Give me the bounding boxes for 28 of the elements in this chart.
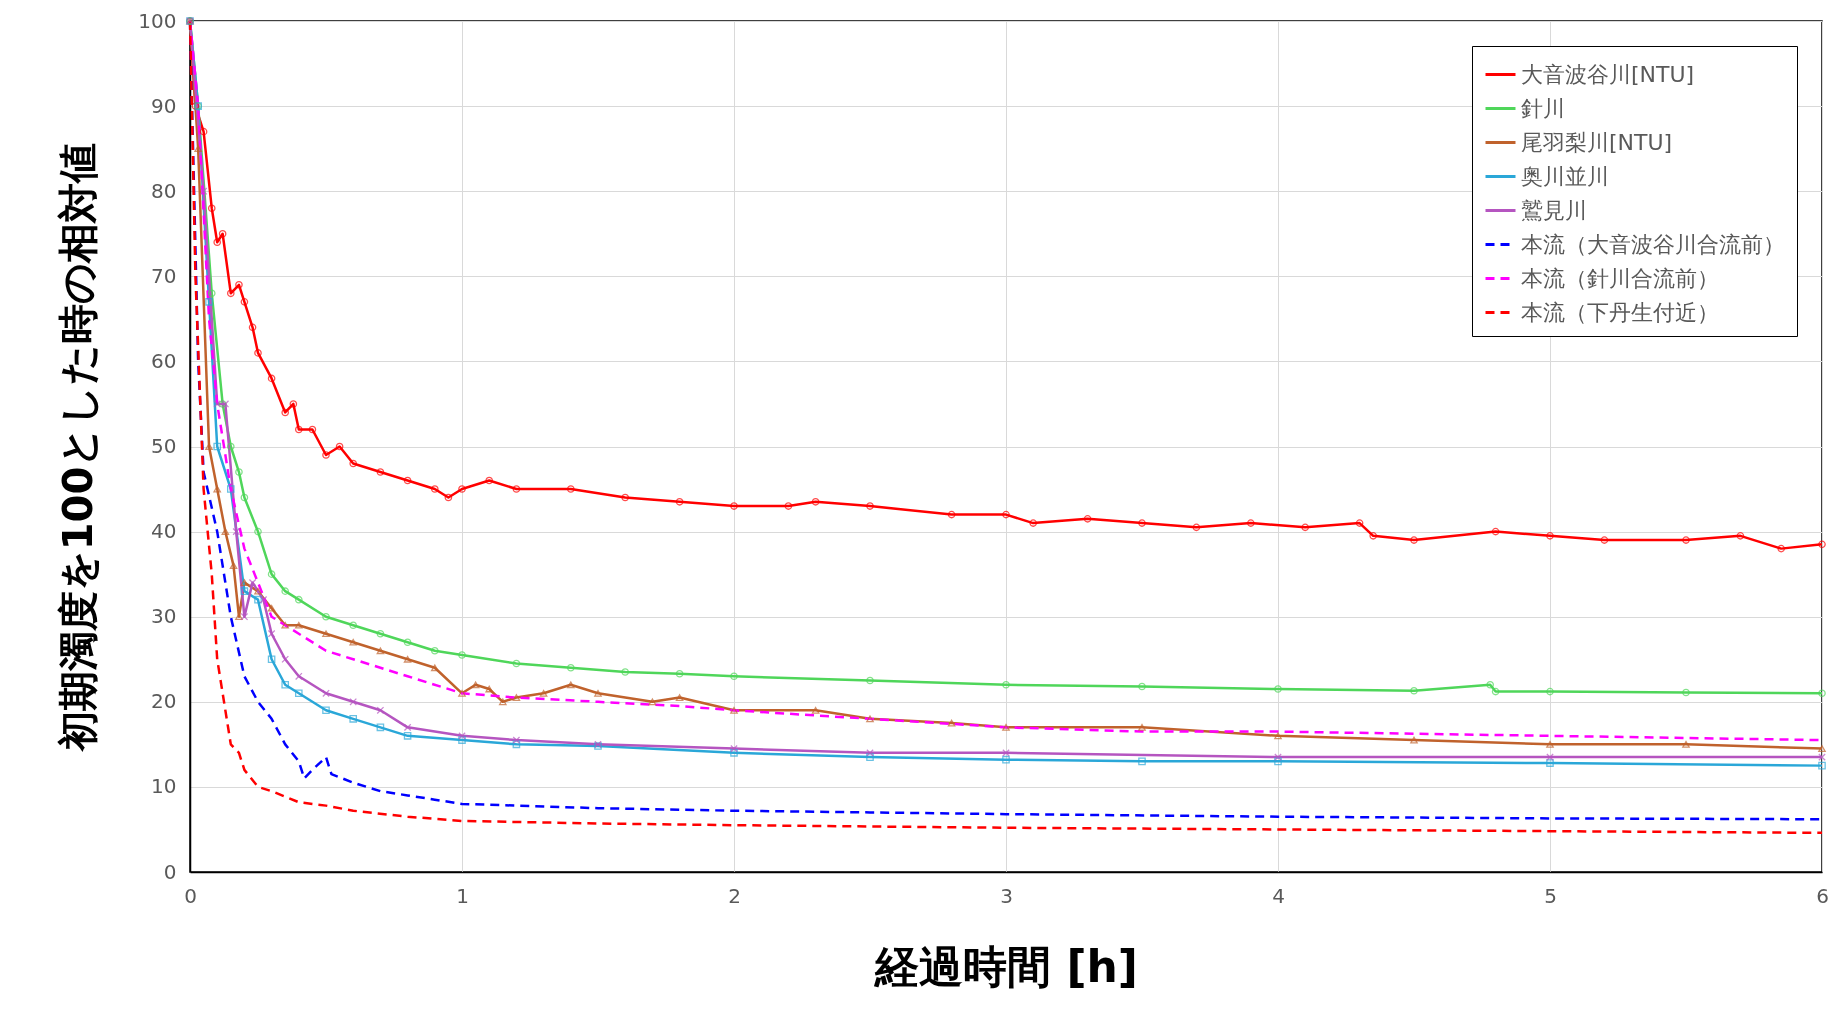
y-tick-label: 60 <box>151 348 177 373</box>
legend-label: 鷲見川 <box>1521 197 1587 223</box>
y-tick-label: 20 <box>151 689 177 714</box>
legend-label: 尾羽梨川[NTU] <box>1521 129 1673 155</box>
y-tick-label: 100 <box>138 8 177 33</box>
x-tick-label: 5 <box>1544 883 1557 908</box>
y-tick-label: 50 <box>151 434 177 458</box>
legend-label: 針川 <box>1521 95 1565 121</box>
y-tick-label: 70 <box>151 263 177 288</box>
y-tick-label: 30 <box>151 604 177 629</box>
legend-label: 本流（大音波谷川合流前） <box>1521 231 1785 257</box>
y-tick-label: 90 <box>151 93 177 118</box>
x-tick-label: 6 <box>1816 883 1829 908</box>
x-tick-label: 2 <box>728 883 741 908</box>
y-tick-label: 0 <box>163 859 177 884</box>
x-tick-label: 0 <box>184 883 197 908</box>
x-axis-title: 経過時間 [h] <box>873 940 1138 992</box>
y-tick-label: 10 <box>151 774 177 799</box>
x-tick-label: 1 <box>456 883 469 908</box>
y-tick-label: 40 <box>151 519 177 544</box>
legend-label: 大音波谷川[NTU] <box>1521 61 1695 87</box>
legend-label: 本流（針川合流前） <box>1521 265 1719 291</box>
legend-label: 奥川並川 <box>1521 163 1609 189</box>
y-tick-label: 80 <box>151 178 177 203</box>
x-tick-label: 4 <box>1272 883 1285 908</box>
x-tick-label: 3 <box>1000 883 1013 908</box>
y-axis-title: 初期濁度を100とした時の相対値 <box>55 142 102 754</box>
legend-label: 本流（下丹生付近） <box>1521 299 1719 325</box>
